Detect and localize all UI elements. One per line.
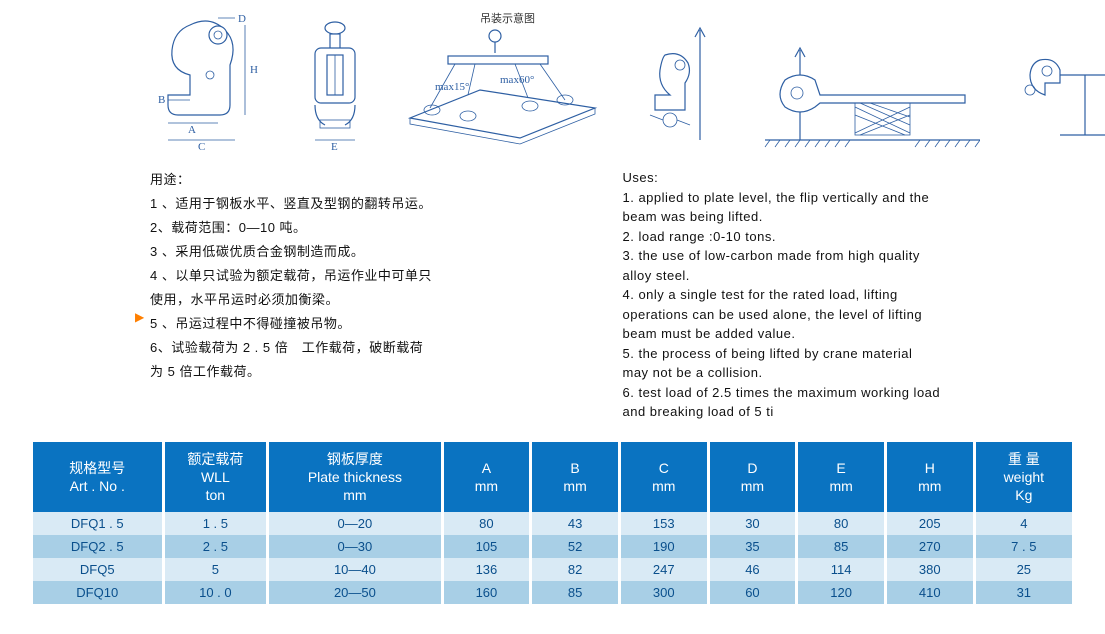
cn-p4b: 使用，水平吊运时必须加衡梁。 — [150, 288, 603, 312]
cn-p5: 5 、吊运过程中不得碰撞被吊物。 — [150, 312, 603, 336]
diagram-side-clamp: B A C H D — [150, 10, 270, 150]
svg-text:C: C — [198, 141, 205, 150]
en-p4c: beam must be added value. — [623, 324, 1076, 344]
table-header-row: 规格型号Art . No . 额定载荷WLLton 钢板厚度Plate thic… — [33, 442, 1072, 513]
cn-p3: 3 、采用低碳优质合金钢制造而成。 — [150, 240, 603, 264]
en-p2: 2. load range :0-10 tons. — [623, 227, 1076, 247]
diagram-lifting-iso: 吊装示意图 max15° max60° — [400, 10, 600, 150]
table-row: DFQ1 . 51 . 50—20 8043153 30802054 — [33, 512, 1072, 535]
cn-p6a: 6、试验载荷为 2 . 5 倍 工作载荷，破断载荷 — [150, 336, 603, 360]
cn-p6b: 为 5 倍工作载荷。 — [150, 360, 603, 384]
cn-p4a: 4 、以单只试验为额定载荷，吊运作业中可单只 — [150, 264, 603, 288]
svg-text:H: H — [250, 64, 258, 76]
table-row: DFQ5510—40 13682247 4611438025 — [33, 558, 1072, 581]
uses-text: 用途： 1 、适用于钢板水平、竖直及型钢的翻转吊运。 2、载荷范围：0—10 吨… — [150, 168, 1075, 422]
spec-table: 规格型号Art . No . 额定载荷WLLton 钢板厚度Plate thic… — [30, 442, 1075, 605]
cn-title: 用途： — [150, 168, 603, 192]
en-p6a: 6. test load of 2.5 times the maximum wo… — [623, 383, 1076, 403]
en-p4b: operations can be used alone, the level … — [623, 305, 1076, 325]
svg-text:max15°: max15° — [435, 81, 469, 93]
diagram-single-vertical — [630, 20, 730, 150]
diagram-row: B A C H D E 吊装示意图 — [150, 10, 1075, 150]
svg-text:max60°: max60° — [500, 74, 534, 86]
diagram-front-clamp: E — [300, 10, 370, 150]
en-p1a: 1. applied to plate level, the flip vert… — [623, 188, 1076, 208]
cn-p1: 1 、适用于钢板水平、竖直及型钢的翻转吊运。 — [150, 192, 603, 216]
svg-text:A: A — [188, 124, 196, 136]
svg-text:吊装示意图: 吊装示意图 — [480, 11, 535, 25]
table-body: DFQ1 . 51 . 50—20 8043153 30802054 DFQ2 … — [33, 512, 1072, 604]
en-p3b: alloy steel. — [623, 266, 1076, 286]
cn-p2: 2、载荷范围：0—10 吨。 — [150, 216, 603, 240]
table-row: DFQ2 . 52 . 50—30 10552190 35852707 . 5 — [33, 535, 1072, 558]
orange-marker-icon: ▶ — [135, 310, 144, 324]
svg-text:B: B — [158, 94, 165, 106]
en-p3a: 3. the use of low-carbon made from high … — [623, 246, 1076, 266]
svg-text:D: D — [238, 13, 246, 25]
en-p5b: may not be a collision. — [623, 363, 1076, 383]
svg-text:E: E — [331, 141, 338, 150]
en-p6b: and breaking load of 5 ti — [623, 402, 1076, 422]
table-row: DFQ1010 . 020—50 16085300 6012041031 — [33, 581, 1072, 604]
diagram-ibeam-clamp — [1010, 40, 1105, 150]
en-p5a: 5. the process of being lifted by crane … — [623, 344, 1076, 364]
en-title: Uses: — [623, 168, 1076, 188]
diagram-horizontal-clamp — [760, 40, 980, 150]
en-p4a: 4. only a single test for the rated load… — [623, 285, 1076, 305]
uses-english: Uses: 1. applied to plate level, the fli… — [623, 168, 1076, 422]
uses-chinese: 用途： 1 、适用于钢板水平、竖直及型钢的翻转吊运。 2、载荷范围：0—10 吨… — [150, 168, 603, 422]
en-p1b: beam was being lifted. — [623, 207, 1076, 227]
